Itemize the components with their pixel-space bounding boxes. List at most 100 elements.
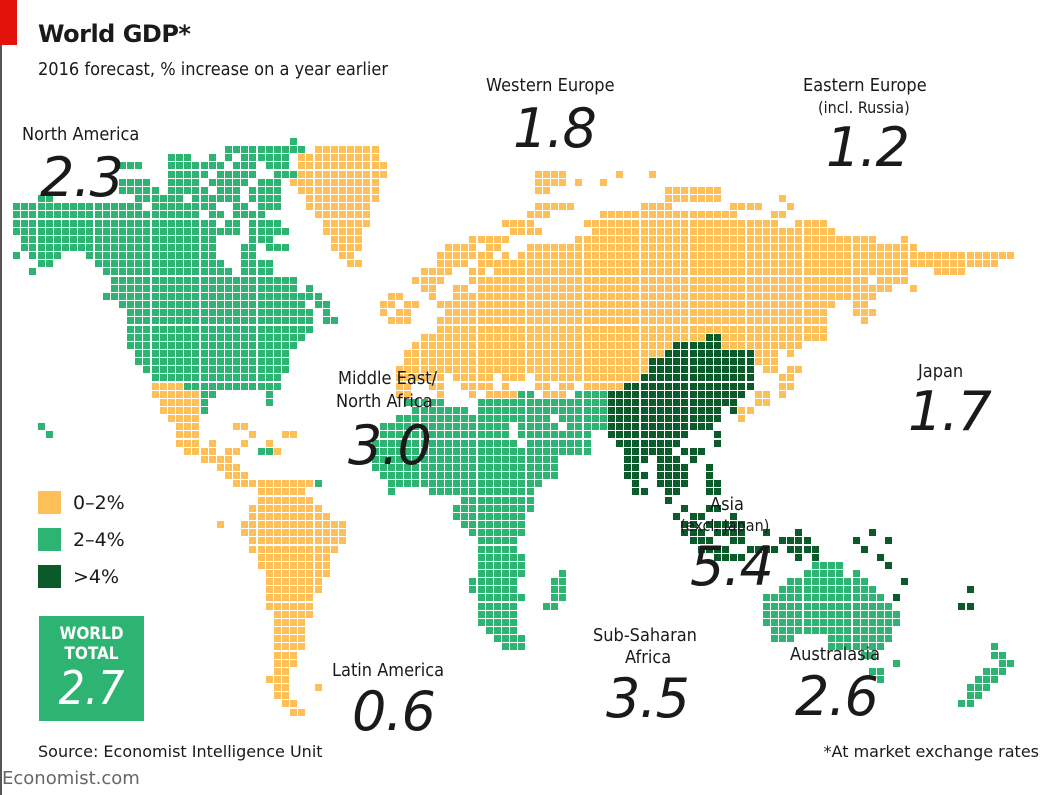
map-tile <box>216 349 224 357</box>
map-tile <box>624 366 632 374</box>
map-tile <box>102 260 110 268</box>
map-tile <box>616 366 624 374</box>
map-tile <box>713 553 721 561</box>
map-tile <box>208 227 216 235</box>
map-tile <box>550 341 558 349</box>
map-tile <box>330 162 338 170</box>
map-tile <box>681 325 689 333</box>
map-tile <box>762 227 770 235</box>
map-tile <box>616 415 624 423</box>
map-tile <box>485 570 493 577</box>
map-tile <box>648 423 656 431</box>
map-tile <box>477 276 485 284</box>
map-tile <box>567 423 575 431</box>
map-tile <box>510 627 518 634</box>
map-tile <box>184 341 192 349</box>
map-tile <box>143 309 151 317</box>
map-tile <box>648 252 656 260</box>
map-tile <box>493 325 501 333</box>
map-tile <box>322 521 330 528</box>
map-tile <box>208 366 216 374</box>
map-tile <box>599 423 607 431</box>
map-tile <box>184 398 192 406</box>
map-tile <box>363 170 371 178</box>
map-tile <box>281 610 289 618</box>
map-tile <box>689 309 697 317</box>
map-tile <box>477 423 485 431</box>
map-tile <box>754 325 762 333</box>
map-tile <box>648 390 656 398</box>
value-eastern-europe: 1.2 <box>826 116 910 179</box>
map-tile <box>868 618 876 626</box>
map-tile <box>689 317 697 325</box>
map-tile <box>420 349 428 357</box>
map-tile <box>363 186 371 194</box>
map-tile <box>689 292 697 300</box>
map-tile <box>355 211 363 219</box>
map-tile <box>45 431 53 439</box>
map-tile <box>208 243 216 251</box>
map-tile <box>624 317 632 325</box>
map-tile <box>844 610 852 618</box>
map-tile <box>624 439 632 447</box>
map-tile <box>640 284 648 292</box>
map-tile <box>681 464 689 471</box>
map-tile <box>502 594 509 602</box>
map-tile <box>412 349 420 357</box>
map-tile <box>167 227 175 235</box>
map-tile <box>265 382 273 390</box>
map-tile <box>510 618 518 626</box>
map-tile <box>37 227 45 235</box>
map-tile <box>241 529 249 537</box>
map-tile <box>159 358 167 366</box>
map-tile <box>836 243 844 251</box>
map-tile <box>485 618 493 626</box>
map-tile <box>868 635 876 643</box>
map-tile <box>893 659 901 667</box>
map-tile <box>127 211 135 219</box>
map-tile <box>575 447 583 455</box>
map-tile <box>771 594 778 602</box>
map-tile <box>730 260 738 268</box>
map-tile <box>249 480 257 488</box>
map-tile <box>828 643 835 651</box>
map-tile <box>306 480 314 488</box>
map-tile <box>713 415 721 423</box>
map-tile <box>143 195 151 203</box>
map-tile <box>469 455 477 463</box>
map-tile <box>665 292 672 300</box>
map-tile <box>550 292 558 300</box>
map-tile <box>771 618 778 626</box>
map-tile <box>550 243 558 251</box>
map-tile <box>705 301 713 308</box>
map-tile <box>208 301 216 308</box>
map-tile <box>632 423 640 431</box>
map-tile <box>493 464 501 471</box>
map-tile <box>355 219 363 227</box>
map-tile <box>387 488 395 496</box>
map-tile <box>542 243 550 251</box>
map-tile <box>314 211 322 219</box>
map-tile <box>730 390 738 398</box>
map-tile <box>844 292 852 300</box>
map-tile <box>689 341 697 349</box>
map-tile <box>632 211 640 219</box>
map-tile <box>257 260 265 268</box>
map-tile <box>795 366 803 374</box>
map-tile <box>371 162 379 170</box>
map-tile <box>159 301 167 308</box>
map-tile <box>624 349 632 357</box>
map-tile <box>705 545 713 553</box>
map-tile <box>640 301 648 308</box>
map-tile <box>518 374 526 382</box>
map-tile <box>844 276 852 284</box>
map-tile <box>811 602 819 610</box>
map-tile <box>192 349 200 357</box>
map-tile <box>485 586 493 594</box>
map-tile <box>632 252 640 260</box>
map-tile <box>795 235 803 243</box>
map-tile <box>860 635 868 643</box>
map-tile <box>176 382 183 390</box>
map-tile <box>640 358 648 366</box>
map-tile <box>281 309 289 317</box>
